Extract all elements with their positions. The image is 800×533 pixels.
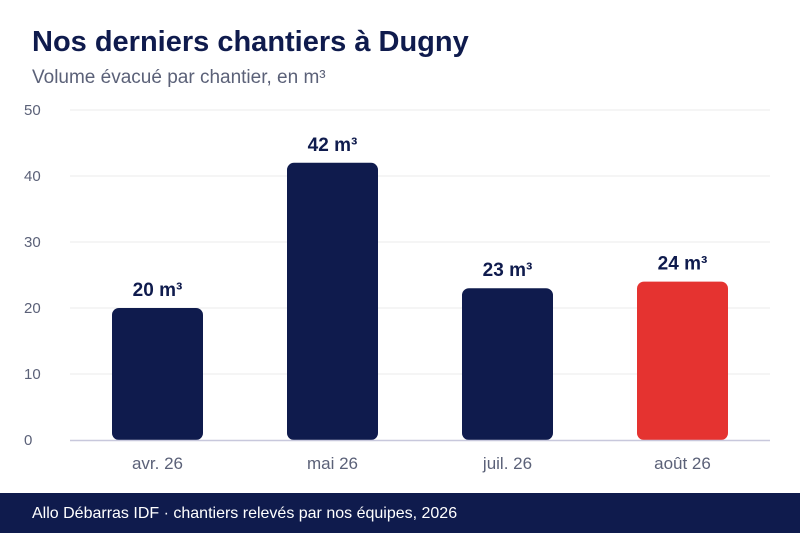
y-tick-label: 0 [24,432,32,449]
bar [637,281,728,440]
bar-value-label: 23 m³ [483,260,533,281]
bar [287,162,378,441]
chart-title: Nos derniers chantiers à Dugny [32,26,469,58]
x-tick-label: mai 26 [307,454,358,473]
bar-value-label: 20 m³ [133,280,183,301]
chart-subtitle: Volume évacué par chantier, en m³ [32,67,326,88]
footer-bar: Allo Débarras IDF · chantiers relevés pa… [0,493,800,533]
y-tick-label: 10 [24,366,41,383]
bar-chart: 0 10 20 30 40 50 20 m³ avr. 26 42 m³ mai 26 23 m³ j… [24,102,770,473]
bar-value-label: 42 m³ [308,135,358,156]
x-tick-label: août 26 [654,454,711,473]
footer-source-text: Allo Débarras IDF · chantiers relevés pa… [32,505,458,522]
bar-value-label: 24 m³ [658,254,708,275]
y-tick-label: 40 [24,168,41,185]
y-tick-label: 50 [24,102,41,119]
bar [462,288,553,440]
x-tick-label: juil. 26 [482,454,532,473]
bar [112,308,203,440]
y-tick-label: 30 [24,234,41,251]
x-tick-label: avr. 26 [132,454,183,473]
y-tick-label: 20 [24,300,41,317]
